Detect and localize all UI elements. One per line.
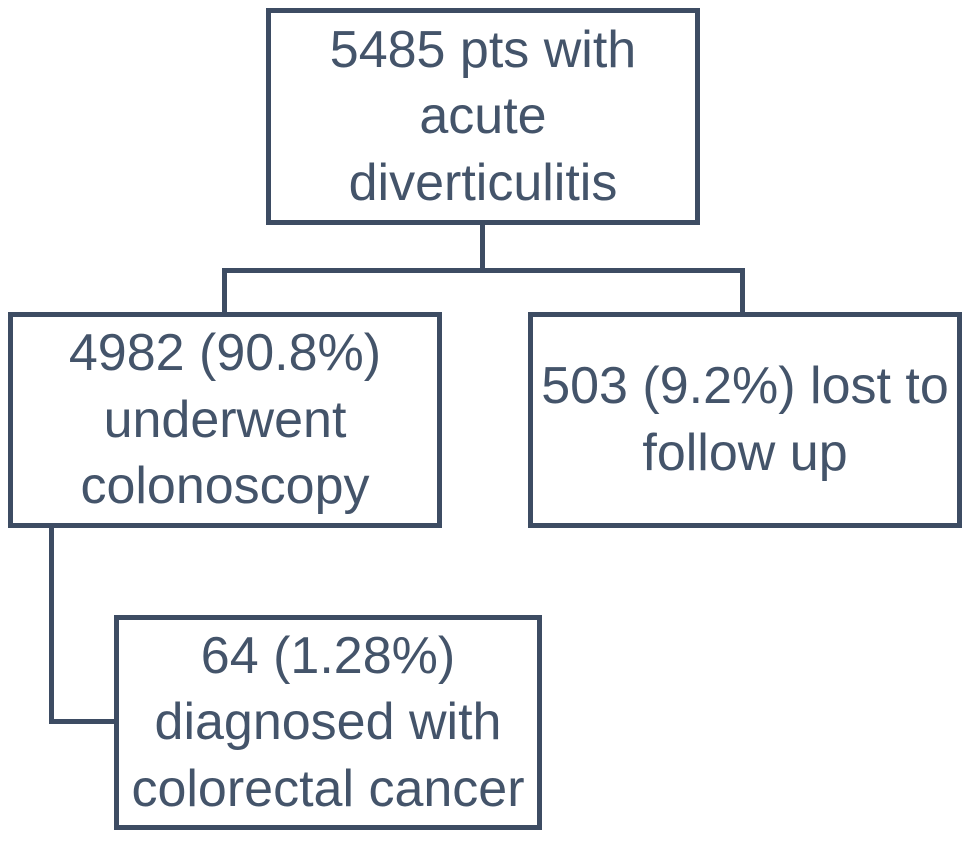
connector-split-horizontal [222, 268, 745, 273]
node-underwent-colonoscopy-label: 4982 (90.8%) underwent colonoscopy [68, 324, 382, 516]
node-colorectal-cancer-diagnosed: 64 (1.28%) diagnosed with colorectal can… [114, 615, 542, 830]
connector-root-stem [480, 225, 485, 273]
connector-elbow-vertical [49, 528, 54, 724]
connector-elbow-horizontal [49, 719, 115, 724]
node-total-patients: 5485 pts with acute diverticulitis [266, 8, 700, 225]
node-lost-to-follow-up-label: 503 (9.2%) lost to follow up [541, 357, 949, 482]
node-lost-to-follow-up: 503 (9.2%) lost to follow up [528, 312, 962, 528]
connector-drop-lost-follow-up [740, 268, 745, 312]
connector-drop-colonoscopy [222, 268, 227, 312]
node-total-patients-label: 5485 pts with acute diverticulitis [329, 20, 637, 212]
node-underwent-colonoscopy: 4982 (90.8%) underwent colonoscopy [8, 312, 442, 528]
node-colorectal-cancer-diagnosed-label: 64 (1.28%) diagnosed with colorectal can… [131, 626, 525, 818]
